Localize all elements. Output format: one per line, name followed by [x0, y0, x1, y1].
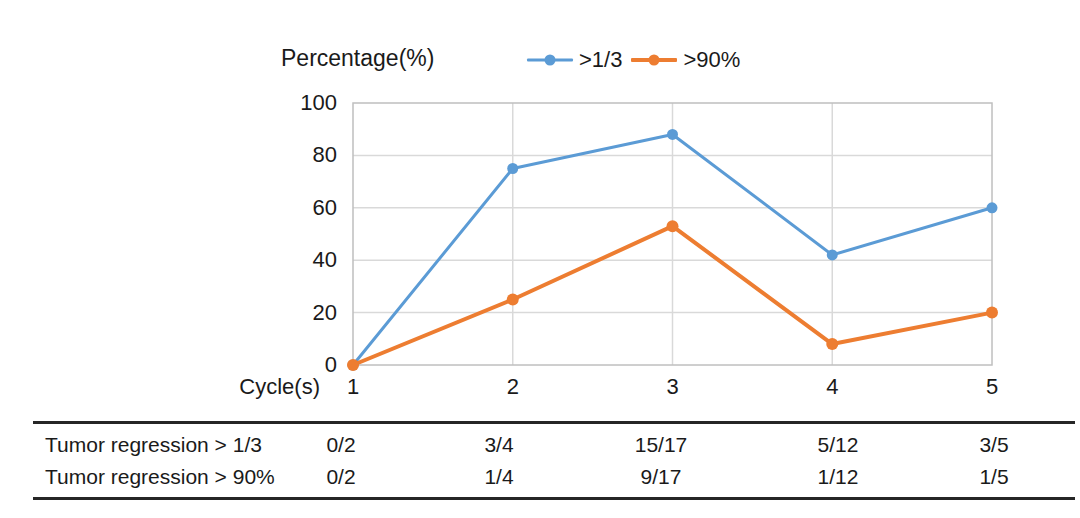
table-cell: 1/5 [934, 465, 1054, 489]
table-cell: 5/12 [778, 433, 898, 457]
line-plot [343, 93, 1002, 385]
data-point-marker [987, 202, 998, 213]
data-point-marker [827, 249, 838, 260]
x-tick-label: 4 [802, 374, 862, 400]
table-bottom-rule [33, 497, 1075, 500]
y-tick-label: 60 [260, 195, 337, 221]
figure: Percentage(%) >1/3 >90% Cycle(s) Tumor r… [0, 0, 1080, 518]
y-tick-label: 40 [260, 247, 337, 273]
x-tick-label: 5 [962, 374, 1022, 400]
legend-label: >90% [683, 47, 740, 73]
table-cell: 1/4 [439, 465, 559, 489]
data-point-marker [986, 307, 998, 319]
table-top-rule [33, 421, 1075, 424]
x-tick-label: 1 [323, 374, 383, 400]
chart-title: Percentage(%) [281, 44, 434, 72]
table-cell: 9/17 [601, 465, 721, 489]
y-tick-label: 80 [260, 142, 337, 168]
table-cell: 1/12 [778, 465, 898, 489]
data-point-marker [667, 220, 679, 232]
line-dot-marker-icon [631, 58, 677, 62]
table-cell: 3/5 [934, 433, 1054, 457]
line-dot-marker-icon [527, 58, 573, 62]
table-cell: 3/4 [439, 433, 559, 457]
table-row-label: Tumor regression > 90% [45, 465, 275, 489]
legend-label: >1/3 [579, 47, 622, 73]
legend-item-gt-one-third: >1/3 [527, 47, 622, 73]
table-cell: 15/17 [601, 433, 721, 457]
data-point-marker [347, 359, 359, 371]
data-point-marker [667, 129, 678, 140]
data-point-marker [826, 338, 838, 350]
data-point-marker [507, 163, 518, 174]
x-tick-label: 2 [483, 374, 543, 400]
table-cell: 0/2 [281, 465, 401, 489]
data-point-marker [507, 294, 519, 306]
legend-dot [649, 55, 660, 66]
legend: >1/3 >90% [527, 46, 740, 74]
legend-dot [545, 55, 556, 66]
x-tick-label: 3 [643, 374, 703, 400]
legend-item-gt-90pct: >90% [631, 47, 740, 73]
y-tick-label: 100 [260, 90, 337, 116]
table-row-label: Tumor regression > 1/3 [45, 433, 262, 457]
table-cell: 0/2 [281, 433, 401, 457]
y-tick-label: 20 [260, 300, 337, 326]
